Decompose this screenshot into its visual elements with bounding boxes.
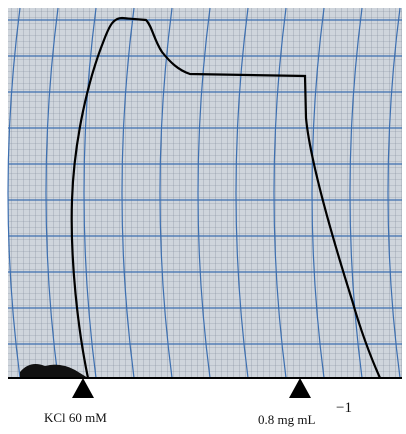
annotation: KCl 60 mM <box>44 410 107 425</box>
annotation-superscript: −1 <box>336 400 352 416</box>
grid-line <box>45 7 59 379</box>
chart-paper <box>8 8 402 378</box>
grid-line <box>311 7 325 379</box>
annotation: 0.8 mg mL <box>258 412 315 427</box>
smudge <box>20 364 88 378</box>
grid-line <box>83 7 97 379</box>
grid-line <box>7 7 21 379</box>
grid-line <box>349 7 363 379</box>
grid-line <box>273 7 287 379</box>
paper-grid <box>7 7 402 379</box>
grid-line <box>235 7 249 379</box>
grid-line <box>121 7 135 379</box>
grid-line <box>387 7 401 379</box>
grid-line <box>197 7 211 379</box>
marker <box>72 378 94 398</box>
tracing <box>70 16 382 379</box>
marker <box>289 378 311 398</box>
